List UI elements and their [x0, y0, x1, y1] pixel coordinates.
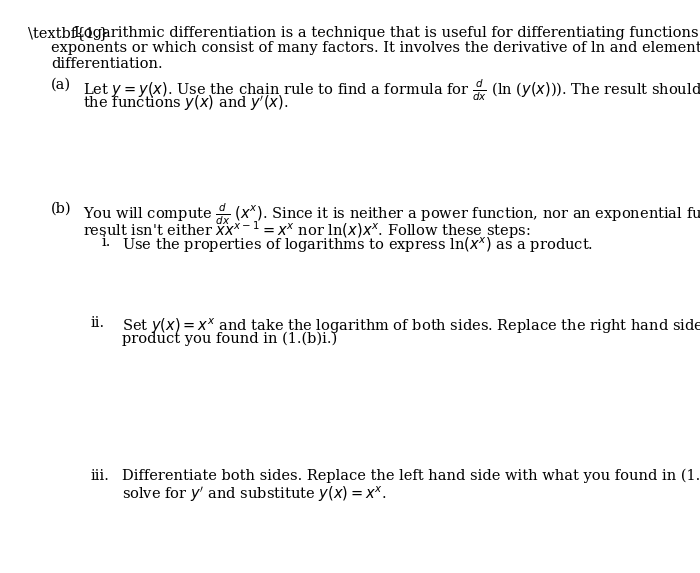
- Text: result isn't either $xx^{x-1} = x^x$ nor ln$(x)x^x$. Follow these steps:: result isn't either $xx^{x-1} = x^x$ nor…: [83, 219, 530, 241]
- Text: ii.: ii.: [91, 316, 105, 330]
- Text: solve for $y'$ and substitute $y(x) = x^x$.: solve for $y'$ and substitute $y(x) = x^…: [122, 484, 387, 504]
- Text: Logarithmic differentiation is a technique that is useful for differentiating fu: Logarithmic differentiation is a techniq…: [74, 26, 700, 40]
- Text: Use the properties of logarithms to express ln$(x^x)$ as a product.: Use the properties of logarithms to expr…: [122, 235, 594, 254]
- Text: differentiation.: differentiation.: [51, 57, 162, 70]
- Text: iii.: iii.: [91, 469, 110, 482]
- Text: \textbf{1.}: \textbf{1.}: [28, 26, 108, 40]
- Text: Let $y = y(x)$. Use the chain rule to find a formula for $\frac{d}{dx}$ (ln ($y(: Let $y = y(x)$. Use the chain rule to fi…: [83, 78, 700, 103]
- Text: You will compute $\frac{d}{dx}$ $(x^x)$. Since it is neither a power function, n: You will compute $\frac{d}{dx}$ $(x^x)$.…: [83, 202, 700, 227]
- Text: (b): (b): [51, 202, 71, 215]
- Text: Set $y(x) = x^x$ and take the logarithm of both sides. Replace the right hand si: Set $y(x) = x^x$ and take the logarithm …: [122, 316, 700, 336]
- Text: product you found in (1.(b)i.): product you found in (1.(b)i.): [122, 332, 337, 346]
- Text: i.: i.: [102, 235, 111, 249]
- Text: the functions $y(x)$ and $y'(x)$.: the functions $y(x)$ and $y'(x)$.: [83, 93, 288, 113]
- Text: (a): (a): [51, 78, 71, 92]
- Text: exponents or which consist of many factors. It involves the derivative of ln and: exponents or which consist of many facto…: [51, 41, 700, 55]
- Text: Differentiate both sides. Replace the left hand side with what you found in (1.a: Differentiate both sides. Replace the le…: [122, 469, 700, 483]
